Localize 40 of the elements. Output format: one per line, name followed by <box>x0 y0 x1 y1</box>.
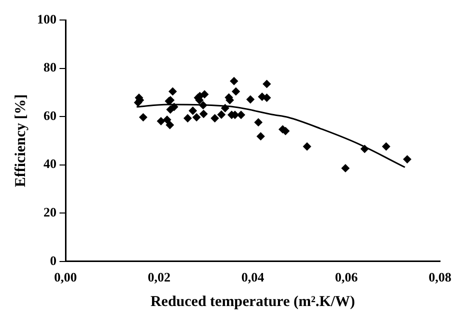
point <box>403 155 412 164</box>
point <box>232 87 240 96</box>
y-axis-title: Efficiency [%] <box>12 94 29 188</box>
point <box>262 80 271 88</box>
point <box>230 77 238 86</box>
y-tick-label: 20 <box>44 204 56 220</box>
x-tick-label: 0,08 <box>428 270 452 285</box>
point <box>184 114 192 122</box>
point <box>382 142 390 150</box>
point <box>166 121 174 130</box>
x-tick-label: 0,00 <box>54 270 77 285</box>
point <box>157 117 165 126</box>
point <box>221 104 230 112</box>
point <box>246 95 254 104</box>
point <box>200 90 209 98</box>
point <box>237 110 246 119</box>
x-tick-label: 0,04 <box>241 270 265 285</box>
x-tick-label: 0,06 <box>335 270 358 285</box>
point <box>360 144 369 153</box>
point <box>256 132 265 140</box>
point <box>341 164 350 172</box>
point <box>199 101 208 110</box>
point <box>254 118 262 126</box>
y-tick-label: 80 <box>44 60 56 75</box>
x-tick-label: 0,02 <box>148 270 170 285</box>
point <box>139 113 148 122</box>
point <box>200 110 208 118</box>
y-tick-label: 60 <box>44 108 56 123</box>
y-tick-label: 40 <box>44 156 56 172</box>
point <box>168 87 177 96</box>
x-axis-title: Reduced temperature (m².K/W) <box>150 294 356 310</box>
point <box>210 114 219 122</box>
point <box>188 106 197 115</box>
point <box>163 116 172 124</box>
point <box>303 142 312 150</box>
point <box>170 102 178 111</box>
point <box>217 110 226 119</box>
point <box>192 113 201 122</box>
y-tick-label: 100 <box>37 11 56 26</box>
y-tick-label: 0 <box>50 252 56 268</box>
